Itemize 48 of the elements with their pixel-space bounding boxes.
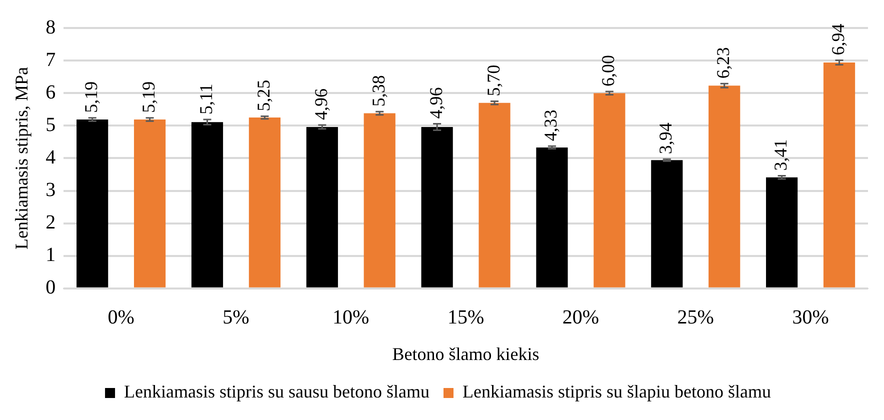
data-label: 5,19 — [138, 81, 159, 113]
y-tick-label: 0 — [46, 276, 56, 299]
legend-label: Lenkiamasis stipris su sausu betono šlamu — [124, 382, 430, 402]
y-tick-label: 8 — [46, 16, 56, 38]
x-tick-label: 5% — [222, 306, 250, 329]
data-label: 5,25 — [253, 80, 274, 112]
y-tick-label: 1 — [46, 244, 56, 266]
x-tick-label: 0% — [108, 306, 134, 329]
y-tick-label: 5 — [46, 114, 56, 136]
bar — [76, 119, 108, 288]
bar — [134, 119, 166, 288]
y-tick-label: 2 — [46, 212, 56, 234]
bar — [651, 160, 683, 288]
x-tick-label: 15% — [447, 306, 484, 329]
bar — [823, 62, 856, 288]
x-tick-label: 25% — [677, 306, 714, 329]
bar — [766, 177, 798, 288]
bar — [248, 118, 280, 288]
bar — [191, 122, 224, 288]
data-label: 3,41 — [770, 139, 791, 171]
x-axis-title: Betono šlamo kiekis — [392, 344, 540, 364]
bar — [478, 102, 510, 288]
y-tick-label: 3 — [46, 179, 56, 201]
bar — [306, 126, 338, 288]
data-label: 5,70 — [483, 64, 504, 96]
y-axis-title: Lenkiamasis stipris, MPa — [12, 66, 32, 250]
data-label: 3,94 — [656, 122, 676, 154]
bar — [594, 93, 626, 288]
bar — [364, 113, 396, 288]
x-tick-label: 30% — [792, 306, 829, 329]
data-label: 6,94 — [828, 24, 848, 56]
data-label: 5,38 — [368, 75, 388, 107]
bar — [421, 126, 453, 288]
y-tick-label: 7 — [46, 48, 56, 71]
data-label: 6,23 — [713, 47, 734, 79]
data-label: 4,96 — [426, 87, 446, 119]
legend-label: Lenkiamasis stipris su šlapiu betono šlamu — [462, 382, 771, 402]
data-label: 5,19 — [81, 81, 102, 113]
data-label: 5,11 — [196, 84, 216, 114]
x-tick-label: 20% — [562, 306, 600, 329]
data-label: 6,00 — [598, 54, 618, 86]
bar — [536, 147, 568, 288]
data-label: 4,96 — [310, 88, 331, 120]
y-tick-label: 6 — [46, 81, 56, 104]
x-tick-label: 10% — [332, 306, 370, 329]
bar — [708, 86, 740, 288]
data-label: 4,33 — [540, 110, 561, 142]
y-tick-label: 4 — [46, 146, 56, 168]
